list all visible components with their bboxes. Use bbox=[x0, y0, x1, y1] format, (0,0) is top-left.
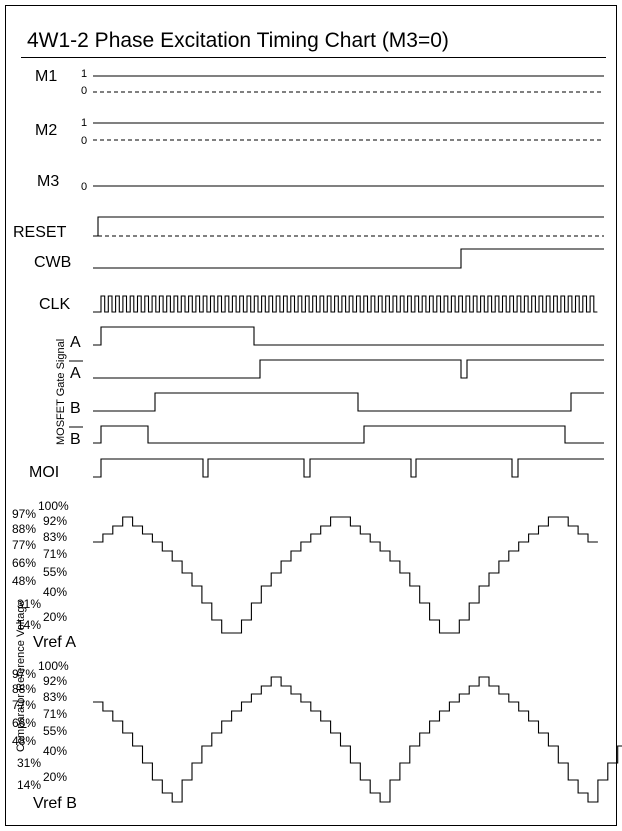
m1-low-label: 0 bbox=[81, 85, 87, 97]
vref-b-right-40: 40% bbox=[43, 744, 67, 758]
reset-waveform bbox=[93, 216, 604, 237]
vref-b-right-55: 55% bbox=[43, 724, 67, 738]
vref-a-left-77: 77% bbox=[12, 538, 36, 552]
vref-b-label: Vref B bbox=[33, 795, 77, 812]
a-bar-waveform bbox=[93, 359, 604, 379]
vref-group-label: Comparator Reference Voltage bbox=[15, 600, 27, 752]
a-bar-label: A bbox=[70, 365, 81, 382]
a-waveform bbox=[93, 326, 604, 346]
page-title: 4W1-2 Phase Excitation Timing Chart (M3=… bbox=[27, 29, 449, 52]
b-waveform bbox=[93, 392, 604, 412]
gate-group-label: MOSFET Gate Signal bbox=[55, 339, 67, 445]
vref-b-right-100: 100% bbox=[38, 659, 69, 673]
vref-a-left-66: 66% bbox=[12, 556, 36, 570]
vref-a-waveform bbox=[93, 516, 598, 634]
vref-b-left-66: 66% bbox=[12, 716, 36, 730]
m3-low-label: 0 bbox=[81, 181, 87, 193]
b-bar-label: B bbox=[70, 431, 81, 448]
clk-waveform bbox=[93, 295, 598, 313]
vref-a-label: Vref A bbox=[33, 634, 76, 651]
a-label: A bbox=[70, 334, 81, 351]
vref-a-right-40: 40% bbox=[43, 585, 67, 599]
vref-a-right-100: 100% bbox=[38, 499, 69, 513]
vref-a-left-48: 48% bbox=[12, 574, 36, 588]
m3-label: M3 bbox=[37, 173, 59, 190]
vref-a-left-14: 14% bbox=[17, 618, 41, 632]
waveforms bbox=[93, 75, 622, 803]
vref-b-left-97: 97% bbox=[12, 667, 36, 681]
b-bar-waveform bbox=[93, 425, 604, 444]
vref-b-waveform bbox=[93, 676, 622, 803]
moi-waveform bbox=[93, 458, 604, 478]
reset-label: RESET bbox=[13, 224, 67, 241]
vref-b-right-20: 20% bbox=[43, 770, 67, 784]
vref-b-right-71: 71% bbox=[43, 707, 67, 721]
vref-a-right-92: 92% bbox=[43, 514, 67, 528]
vref-b-left-48: 48% bbox=[12, 734, 36, 748]
chart-frame bbox=[5, 5, 617, 826]
vref-b-left-88: 88% bbox=[12, 682, 36, 696]
cwb-label: CWB bbox=[34, 254, 71, 271]
cwb-waveform bbox=[93, 248, 604, 269]
vref-b-right-83: 83% bbox=[43, 690, 67, 704]
vref-b-left-14: 14% bbox=[17, 778, 41, 792]
m1-high-label: 1 bbox=[81, 68, 87, 80]
vref-b-left-31: 31% bbox=[17, 756, 41, 770]
b-label: B bbox=[70, 400, 81, 417]
m2-label: M2 bbox=[35, 122, 57, 139]
m2-low-label: 0 bbox=[81, 135, 87, 147]
vref-a-left-97: 97% bbox=[12, 507, 36, 521]
vref-a-left-88: 88% bbox=[12, 522, 36, 536]
m1-label: M1 bbox=[35, 68, 57, 85]
clk-label: CLK bbox=[39, 296, 70, 313]
vref-b-right-92: 92% bbox=[43, 674, 67, 688]
moi-label: MOI bbox=[29, 464, 59, 481]
title-rule bbox=[21, 57, 606, 58]
vref-a-right-83: 83% bbox=[43, 530, 67, 544]
vref-a-right-20: 20% bbox=[43, 610, 67, 624]
vref-a-left-31: 31% bbox=[17, 597, 41, 611]
vref-a-right-71: 71% bbox=[43, 547, 67, 561]
vref-b-left-77: 77% bbox=[12, 698, 36, 712]
m2-high-label: 1 bbox=[81, 117, 87, 129]
vref-a-right-55: 55% bbox=[43, 565, 67, 579]
